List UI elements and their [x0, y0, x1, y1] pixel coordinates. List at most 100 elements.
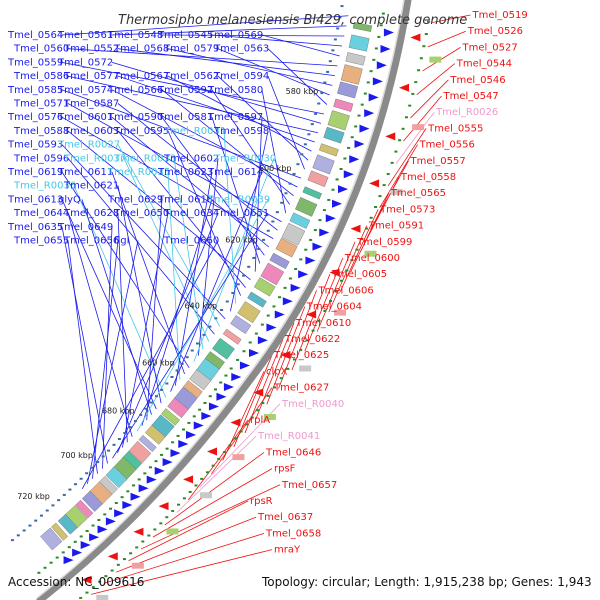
gene-feature-box	[212, 337, 235, 360]
gene-feature-box	[281, 222, 306, 246]
forward-gene-arrow	[249, 348, 260, 357]
track-dot	[245, 423, 249, 426]
forward-gene-label: Tmel_0568	[113, 44, 169, 55]
forward-gene-arrow	[349, 155, 360, 164]
forward-leader-line	[223, 130, 236, 304]
gene-feature-box	[145, 424, 166, 445]
reverse-gene-label: Tmel_0591	[368, 221, 424, 232]
track-dot	[67, 546, 71, 549]
track-dot	[374, 205, 378, 208]
reverse-leader-line	[395, 111, 435, 164]
reverse-gene-arrow	[280, 350, 291, 359]
track-dot	[305, 339, 309, 342]
forward-leader-line	[102, 226, 113, 469]
forward-leader-line	[67, 75, 318, 134]
track-dot	[190, 349, 194, 352]
forward-gene-label: Tmel_0581	[157, 112, 213, 123]
track-dot	[208, 325, 212, 328]
track-dot	[153, 528, 157, 531]
track-dot	[144, 407, 148, 410]
forward-leader-line	[167, 75, 312, 152]
reverse-gene-arrow	[350, 224, 361, 233]
track-dot	[322, 209, 326, 212]
kbp-tick-label: 700 kbp	[60, 451, 93, 460]
reverse-leader-line	[387, 128, 427, 187]
forward-leader-line	[254, 117, 263, 272]
reverse-gene-label: Tmel_0519	[472, 10, 528, 21]
forward-gene-label: Tmel_0563	[213, 44, 269, 55]
track-dot	[272, 386, 276, 389]
forward-gene-label: Tmel_R0039	[207, 194, 270, 205]
track-dot	[187, 421, 191, 424]
track-dot	[427, 20, 431, 23]
track-dot	[51, 504, 55, 507]
track-dot	[329, 299, 333, 302]
reverse-gene-label: Tmel_0606	[318, 285, 374, 296]
gene-feature-box	[75, 499, 94, 519]
track-dot	[96, 461, 100, 464]
forward-gene-label: Tmel_0596	[13, 153, 69, 164]
track-dot	[386, 173, 390, 176]
forward-gene-label: Tmel_0619	[7, 167, 63, 178]
track-dot	[394, 150, 398, 153]
forward-gene-arrow	[274, 310, 285, 319]
reverse-leader-line	[152, 468, 273, 538]
track-dot	[214, 317, 218, 320]
track-dot	[225, 300, 229, 303]
track-dot	[137, 478, 141, 481]
forward-gene-arrow	[368, 93, 379, 102]
track-dot	[279, 377, 283, 380]
track-dot	[133, 420, 137, 423]
gene-feature-box	[183, 380, 203, 399]
track-dot	[103, 513, 107, 516]
forward-gene-label: Tmel_0651	[213, 208, 269, 219]
track-dot	[112, 443, 116, 446]
track-dot	[288, 277, 292, 280]
forward-gene-label: Tmel_0635	[7, 222, 63, 233]
forward-gene-label: Tmel_R0037	[63, 153, 126, 164]
track-dot	[98, 580, 102, 583]
forward-leader-line	[167, 171, 181, 380]
track-dot	[62, 493, 66, 496]
outer-feature-box	[299, 365, 312, 372]
forward-leader-line	[267, 48, 328, 105]
forward-leader-line	[198, 158, 219, 356]
kbp-tick-label: 580 kbp	[286, 87, 319, 96]
reverse-gene-label: Tmel_0526	[467, 26, 523, 37]
forward-gene-arrow	[122, 501, 133, 510]
reverse-leader-line	[410, 79, 449, 119]
forward-gene-arrow	[319, 228, 330, 237]
outer-feature-box	[96, 594, 109, 600]
forward-gene-label: Tmel_0601	[57, 112, 113, 123]
forward-gene-arrow	[208, 402, 219, 411]
gene-feature-box	[275, 238, 298, 258]
track-dot	[202, 333, 206, 336]
track-dot	[205, 471, 209, 474]
track-dot	[398, 139, 402, 142]
gene-feature-box	[247, 291, 267, 308]
track-dot	[116, 563, 120, 566]
forward-gene-arrow	[298, 270, 309, 279]
forward-gene-arrow	[231, 373, 242, 382]
track-dot	[374, 47, 378, 50]
track-dot	[261, 402, 265, 405]
track-dot	[381, 12, 385, 15]
track-dot	[171, 441, 175, 444]
forward-leader-line	[170, 171, 263, 392]
kbp-tick-label: 600 kbp	[259, 164, 292, 173]
track-dot	[176, 434, 180, 437]
track-dot	[275, 211, 279, 214]
outer-feature-box	[131, 562, 144, 569]
track-dot	[40, 514, 44, 517]
forward-gene-label: Tmel_0614	[207, 167, 263, 178]
genome-backbone-highlight	[36, 0, 405, 599]
track-dot	[222, 451, 226, 454]
track-dot	[242, 274, 246, 277]
track-dot	[236, 358, 240, 361]
track-dot	[360, 238, 364, 241]
reverse-gene-label: Tmel_0599	[356, 237, 412, 248]
forward-leader-line	[211, 89, 291, 205]
reverse-gene-label: Tmel_0600	[344, 253, 400, 264]
forward-gene-label: Tmel_0567	[113, 71, 169, 82]
forward-leader-line	[117, 144, 221, 327]
